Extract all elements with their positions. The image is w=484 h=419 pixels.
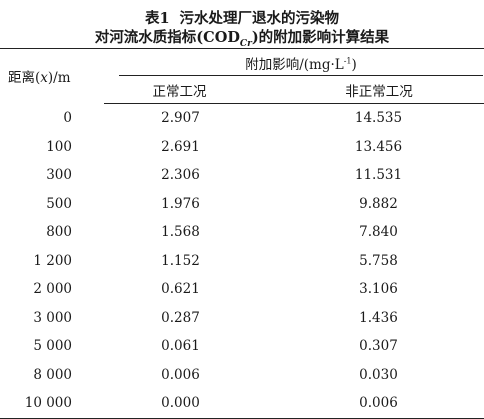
header-additional-impact: 附加影响/(mg·L-1) <box>104 48 484 77</box>
header-group-label: 附加影响/(mg·L <box>245 56 344 73</box>
table-row: 8 000 0.006 0.030 <box>0 361 484 390</box>
cell-abnormal: 14.535 <box>354 110 403 127</box>
cell-abnormal: 5.758 <box>359 252 398 269</box>
header-normal: 正常工况 <box>104 77 274 104</box>
header-distance-var: x <box>40 70 48 87</box>
table-row: 3 000 0.287 1.436 <box>0 304 484 333</box>
header-distance-prefix: 距离( <box>8 70 41 87</box>
cell-normal: 2.306 <box>161 167 200 184</box>
header-distance-suffix: )/m <box>47 70 71 87</box>
cell-distance: 1 200 <box>33 252 72 269</box>
cell-distance: 300 <box>46 167 72 184</box>
table-row: 300 2.306 11.531 <box>0 161 484 190</box>
cell-abnormal: 0.006 <box>274 389 484 419</box>
cell-distance: 800 <box>46 224 72 241</box>
cell-distance: 2 000 <box>33 281 72 298</box>
table-row: 0 2.907 14.535 <box>0 104 484 133</box>
table-body: 0 2.907 14.535 100 2.691 13.456 300 2.306 11.531… <box>0 104 484 419</box>
table-row: 100 2.691 13.456 <box>0 133 484 162</box>
cell-abnormal: 11.531 <box>354 167 403 184</box>
cell-distance: 5 000 <box>33 338 72 355</box>
cell-abnormal: 1.436 <box>359 309 398 326</box>
cell-abnormal: 7.840 <box>359 224 398 241</box>
table-row: 500 1.976 9.882 <box>0 190 484 219</box>
cell-normal: 0.287 <box>161 309 200 326</box>
caption-subscript: Cr <box>239 38 252 49</box>
cell-normal: 2.691 <box>161 138 200 155</box>
cell-normal: 1.568 <box>161 224 200 241</box>
header-abnormal: 非正常工况 <box>274 77 484 104</box>
data-table: 距离(x)/m 附加影响/(mg·L-1) 正常工况 非正常工况 0 2.907 1… <box>0 48 484 419</box>
cell-abnormal: 3.106 <box>359 281 398 298</box>
cell-normal: 1.152 <box>161 252 200 269</box>
cell-abnormal: 0.307 <box>359 338 398 355</box>
cell-distance: 3 000 <box>33 309 72 326</box>
cell-abnormal: 9.882 <box>359 195 398 212</box>
cell-abnormal: 0.030 <box>359 366 398 383</box>
header-group-close: ) <box>351 56 357 73</box>
cell-distance: 100 <box>46 138 72 155</box>
table-row: 5 000 0.061 0.307 <box>0 332 484 361</box>
cell-normal: 1.976 <box>161 195 200 212</box>
cell-distance: 0 <box>63 110 72 126</box>
table-row: 1 200 1.152 5.758 <box>0 247 484 276</box>
caption-line-2: 对河流水质指标(CODCr)的附加影响计算结果 <box>0 28 484 54</box>
cell-normal: 2.907 <box>161 110 200 127</box>
cell-distance: 500 <box>46 195 72 212</box>
table-row: 10 000 0.000 0.006 <box>0 389 484 419</box>
cell-normal: 0.061 <box>161 338 200 355</box>
table-row: 800 1.568 7.840 <box>0 218 484 247</box>
caption-line-1: 表1 污水处理厂退水的污染物 <box>0 9 484 28</box>
table-header: 距离(x)/m 附加影响/(mg·L-1) 正常工况 非正常工况 <box>0 48 484 104</box>
caption-title-2b: )的附加影响计算结果 <box>251 29 390 46</box>
caption-title-1: 污水处理厂退水的污染物 <box>179 10 340 27</box>
cell-normal: 0.000 <box>104 389 274 419</box>
header-distance: 距离(x)/m <box>0 48 104 104</box>
cell-normal: 0.621 <box>161 281 200 298</box>
table-row: 2 000 0.621 3.106 <box>0 275 484 304</box>
header-group-sup: -1 <box>343 56 352 65</box>
cell-normal: 0.006 <box>161 366 200 383</box>
cell-distance: 8 000 <box>33 366 72 383</box>
cell-distance: 10 000 <box>0 389 104 419</box>
table-number: 表1 <box>144 10 170 27</box>
caption-title-2a: 对河流水质指标(COD <box>94 29 240 46</box>
cell-abnormal: 13.456 <box>354 138 403 155</box>
table-caption: 表1 污水处理厂退水的污染物 对河流水质指标(CODCr)的附加影响计算结果 <box>0 0 484 49</box>
